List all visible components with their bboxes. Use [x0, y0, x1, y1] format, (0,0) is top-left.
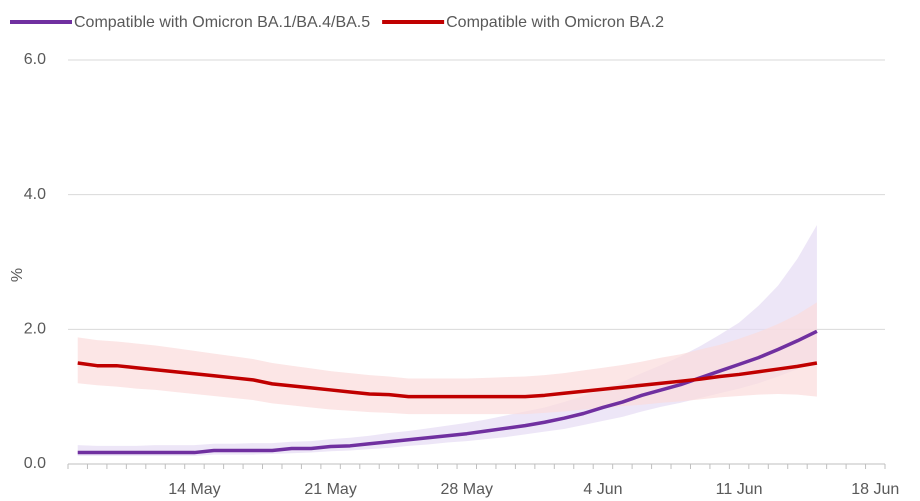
confidence-band — [77, 224, 817, 456]
x-tick-label: 28 May — [441, 481, 493, 498]
y-tick-label: 4.0 — [24, 186, 46, 203]
legend-label: Compatible with Omicron BA.1/BA.4/BA.5 — [74, 14, 370, 31]
x-tick-label: 18 Jun — [851, 481, 899, 498]
x-tick-label: 4 Jun — [583, 481, 622, 498]
y-axis-label: % — [9, 268, 26, 282]
y-tick-label: 2.0 — [24, 321, 46, 338]
series-line — [77, 361, 818, 399]
x-tick-label: 11 Jun — [716, 481, 763, 498]
legend-label: Compatible with Omicron BA.2 — [446, 14, 664, 31]
y-tick-label: 0.0 — [24, 455, 46, 472]
x-tick-label: 14 May — [168, 481, 220, 498]
x-tick-label: 21 May — [304, 481, 356, 498]
y-tick-label: 6.0 — [24, 51, 46, 68]
